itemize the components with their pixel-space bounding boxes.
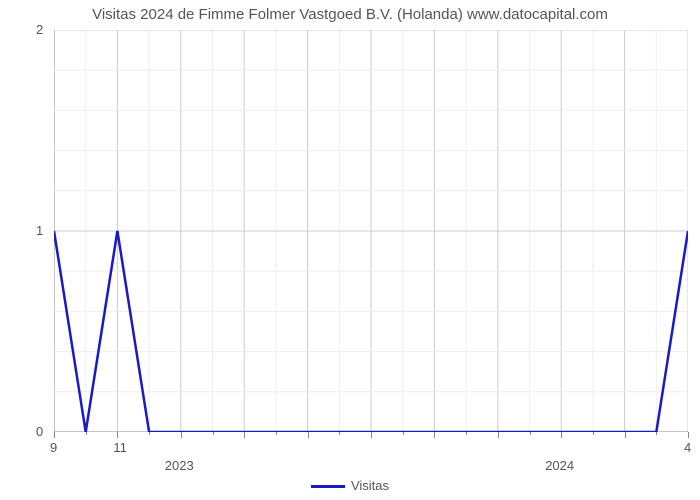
legend: Visitas <box>0 478 700 493</box>
legend-label: Visitas <box>351 478 389 493</box>
x-tick-label: 9 <box>50 440 57 455</box>
x-tick-major <box>561 432 562 438</box>
chart-title: Visitas 2024 de Fimme Folmer Vastgoed B.… <box>0 6 700 23</box>
x-tick-minor <box>530 432 531 435</box>
x-tick-major <box>625 432 626 438</box>
x-year-label: 2023 <box>165 458 194 473</box>
x-tick-major <box>117 432 118 438</box>
x-tick-minor <box>466 432 467 435</box>
x-tick-minor <box>149 432 150 435</box>
x-tick-major <box>498 432 499 438</box>
x-tick-minor <box>656 432 657 435</box>
x-tick-label: 4 <box>684 440 691 455</box>
y-tick-label: 0 <box>36 424 43 439</box>
x-tick-major <box>434 432 435 438</box>
chart-svg <box>54 30 688 432</box>
x-tick-major <box>181 432 182 438</box>
chart-container: Visitas 2024 de Fimme Folmer Vastgoed B.… <box>0 0 700 500</box>
x-tick-major <box>54 432 55 438</box>
x-tick-label: 11 <box>113 440 127 455</box>
legend-swatch <box>311 485 345 488</box>
y-tick-label: 1 <box>36 223 43 238</box>
x-tick-minor <box>403 432 404 435</box>
x-tick-minor <box>339 432 340 435</box>
plot-area <box>54 30 688 432</box>
x-tick-major <box>308 432 309 438</box>
x-tick-minor <box>593 432 594 435</box>
y-tick-label: 2 <box>36 22 43 37</box>
x-tick-minor <box>276 432 277 435</box>
x-tick-major <box>244 432 245 438</box>
x-tick-minor <box>213 432 214 435</box>
x-tick-major <box>688 432 689 438</box>
x-tick-major <box>371 432 372 438</box>
x-year-label: 2024 <box>545 458 574 473</box>
x-tick-minor <box>86 432 87 435</box>
